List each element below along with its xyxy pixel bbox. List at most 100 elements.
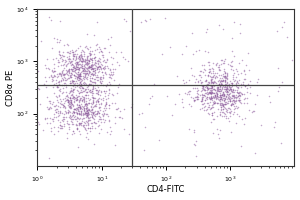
- Point: [58, 87, 62, 90]
- Point: [96, 63, 100, 66]
- Point: [103, 108, 108, 111]
- Point: [201, 102, 206, 105]
- Point: [80, 60, 85, 63]
- Point: [230, 103, 235, 106]
- Point: [218, 76, 223, 80]
- Point: [71, 129, 76, 132]
- Point: [68, 95, 72, 98]
- Point: [89, 113, 94, 117]
- Point: [232, 80, 236, 83]
- Point: [208, 107, 212, 110]
- Point: [80, 124, 85, 127]
- Point: [80, 58, 85, 61]
- Point: [74, 64, 79, 67]
- Point: [83, 111, 88, 114]
- Point: [66, 51, 70, 54]
- Point: [223, 82, 228, 85]
- Point: [86, 116, 91, 119]
- Point: [68, 111, 72, 114]
- Point: [36, 121, 40, 124]
- Point: [209, 72, 214, 75]
- Point: [208, 70, 212, 73]
- Point: [90, 87, 95, 91]
- Point: [61, 51, 66, 54]
- Point: [92, 114, 97, 117]
- Point: [74, 54, 79, 58]
- Point: [197, 73, 202, 76]
- Point: [103, 61, 108, 64]
- Point: [214, 91, 219, 94]
- Point: [99, 97, 103, 100]
- Point: [100, 98, 105, 102]
- Point: [80, 99, 85, 102]
- Point: [204, 85, 209, 89]
- Point: [76, 66, 81, 69]
- Point: [136, 113, 141, 116]
- Point: [122, 107, 126, 110]
- Point: [86, 122, 91, 125]
- Point: [90, 68, 94, 71]
- Point: [50, 102, 54, 106]
- Point: [229, 86, 234, 89]
- Point: [84, 110, 89, 113]
- Point: [213, 97, 218, 100]
- Point: [80, 71, 85, 75]
- Point: [99, 103, 103, 106]
- Point: [71, 95, 76, 98]
- Point: [91, 111, 96, 114]
- Point: [224, 71, 229, 75]
- Point: [180, 97, 184, 100]
- Point: [219, 82, 224, 85]
- Point: [71, 113, 76, 116]
- Point: [98, 102, 103, 105]
- Point: [67, 60, 71, 63]
- Point: [62, 112, 67, 116]
- Point: [187, 90, 192, 93]
- Point: [231, 93, 236, 96]
- Point: [95, 109, 100, 112]
- Point: [91, 81, 96, 84]
- Point: [73, 62, 77, 65]
- Point: [58, 38, 62, 41]
- Point: [82, 70, 87, 73]
- Point: [236, 98, 241, 101]
- Point: [224, 90, 229, 93]
- Point: [83, 88, 88, 91]
- Point: [229, 109, 233, 112]
- Point: [74, 67, 78, 70]
- Point: [68, 81, 73, 84]
- Point: [76, 106, 81, 109]
- Point: [97, 66, 102, 69]
- Point: [223, 76, 228, 80]
- Point: [58, 72, 62, 75]
- Point: [86, 54, 91, 57]
- Point: [226, 107, 231, 110]
- Point: [71, 130, 76, 133]
- Point: [100, 50, 105, 54]
- Point: [242, 77, 247, 81]
- Point: [61, 82, 66, 85]
- Point: [229, 87, 233, 91]
- Point: [101, 89, 106, 92]
- Point: [76, 74, 81, 78]
- Point: [224, 109, 229, 113]
- Point: [68, 73, 73, 76]
- Point: [75, 61, 80, 65]
- Point: [224, 76, 229, 79]
- Point: [206, 90, 211, 93]
- Point: [241, 80, 246, 84]
- Point: [113, 50, 118, 53]
- Point: [208, 98, 213, 101]
- Point: [226, 93, 231, 96]
- Point: [67, 92, 72, 95]
- Point: [71, 104, 76, 107]
- Point: [82, 100, 86, 103]
- Point: [71, 107, 76, 110]
- Point: [66, 61, 71, 65]
- Point: [114, 91, 119, 95]
- Point: [217, 67, 221, 70]
- Point: [210, 84, 214, 87]
- Point: [78, 62, 82, 65]
- Point: [106, 66, 110, 69]
- Point: [104, 59, 109, 62]
